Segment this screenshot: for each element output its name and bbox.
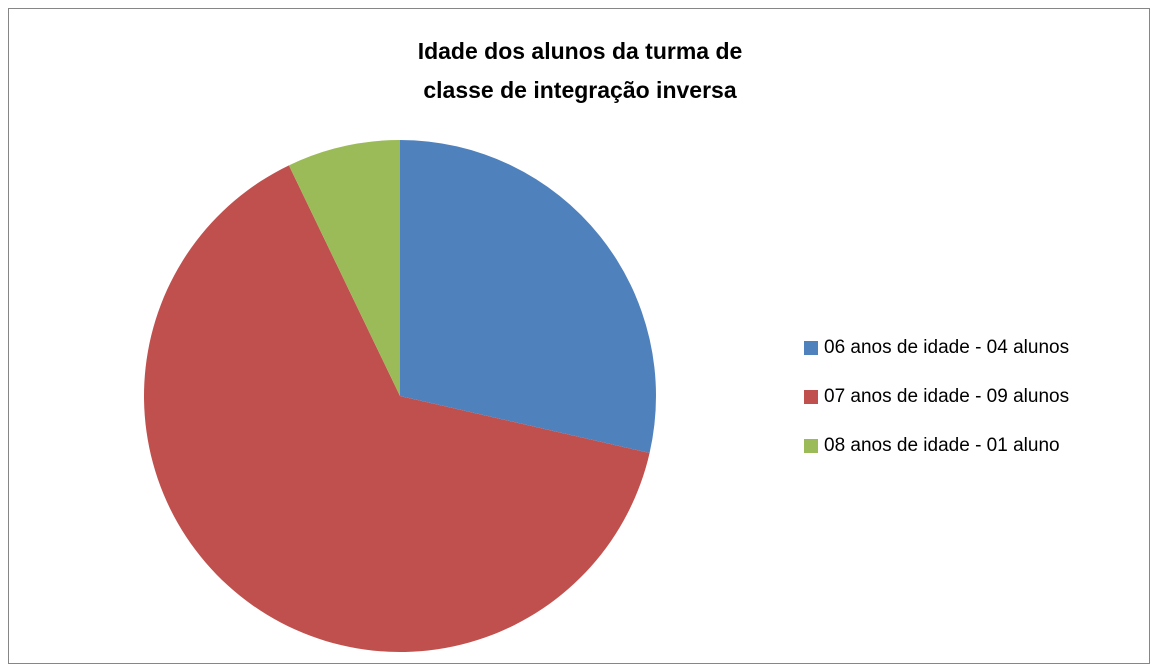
- legend-swatch: [804, 390, 818, 404]
- legend-label: 08 anos de idade - 01 aluno: [824, 435, 1060, 456]
- chart-title: classe de integração inversa: [423, 77, 736, 103]
- legend-swatch: [804, 341, 818, 355]
- legend-swatch: [804, 439, 818, 453]
- legend-label: 07 anos de idade - 09 alunos: [824, 386, 1069, 407]
- chart-title: Idade dos alunos da turma de: [418, 38, 743, 64]
- pie-slice: [143, 165, 650, 652]
- pie-slice: [400, 140, 656, 453]
- legend-label: 06 anos de idade - 04 alunos: [824, 337, 1069, 358]
- pie-slice: [288, 140, 400, 396]
